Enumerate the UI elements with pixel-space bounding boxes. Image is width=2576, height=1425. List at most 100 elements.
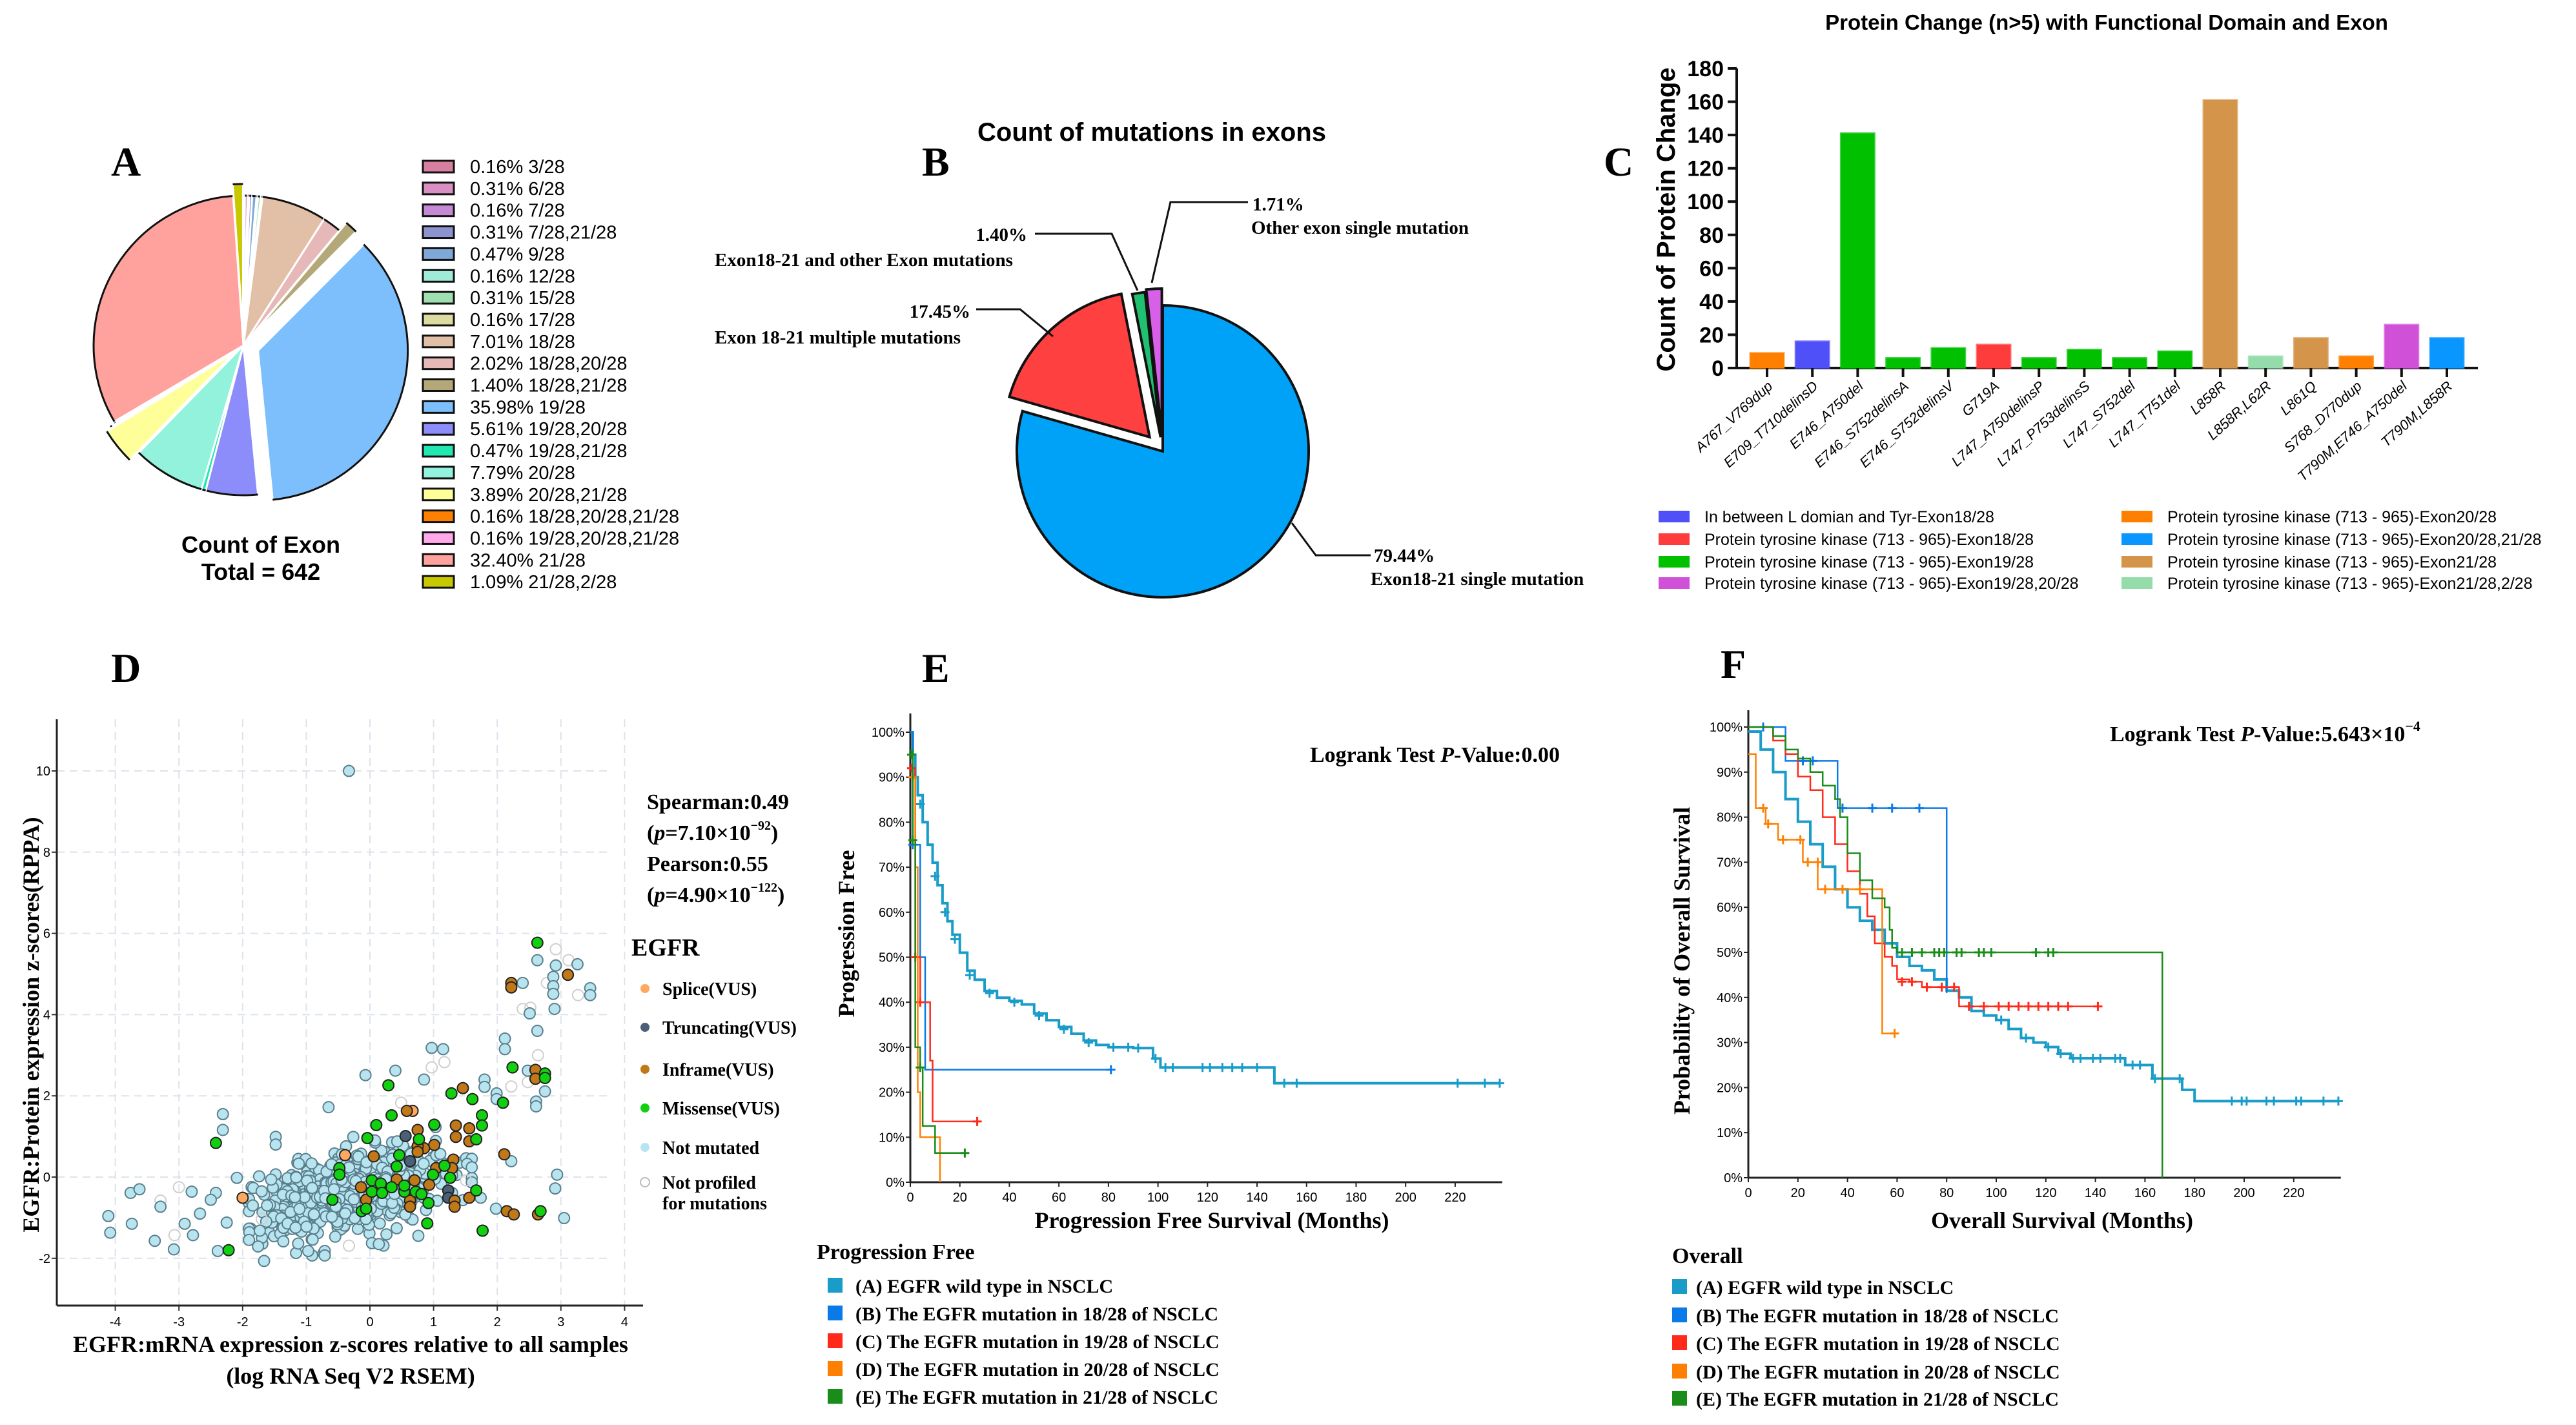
scatter-point-notmut [261,1199,274,1212]
scatter-point-missense [476,1109,489,1122]
scatter-point-notprof [549,943,562,956]
y-tick-label: 160 [1687,90,1724,115]
legend-swatch [422,531,455,545]
censor-mark [2023,1001,2033,1011]
y-tick-label: 10% [879,1131,905,1145]
scatter-point-notmut [265,1173,278,1186]
legend-swatch [422,575,455,589]
scatter-point-inframe [456,1082,469,1094]
scatter-point-notmut [102,1209,115,1222]
scatter-point-notmut [347,1193,360,1206]
slice-percent-label: 79.44% [1374,546,1435,566]
scatter-point-notmut [571,958,584,970]
x-tick-label: 80 [1101,1191,1116,1205]
scatter-point-notprof [394,1096,407,1109]
censor-mark [1821,885,1830,894]
censor-mark [2031,948,2041,957]
censor-mark [1034,1011,1044,1021]
legend-item: In between L domian and Tyr-Exon18/28 [1659,508,1994,526]
pie-slice [249,221,358,339]
scatter-point-notmut [305,1182,318,1194]
legend-swatch [1659,511,1690,522]
legend-item: 1.40% 18/28,21/28 [422,376,627,396]
scatter-point-notprof [505,1080,518,1093]
legend-item: (C) The EGFR mutation in 19/28 of NSCLC [1672,1333,2060,1355]
x-tick-label: 1 [430,1315,437,1329]
legend-label: Not profiled [662,1173,756,1193]
censor-mark [2227,1096,2236,1106]
legend-label: (C) The EGFR mutation in 19/28 of NSCLC [1696,1333,2060,1355]
censor-mark [1218,1063,1227,1072]
censor-mark [1150,1054,1160,1063]
scatter-point-inframe [448,1200,461,1213]
scatter-point-missense [209,1136,222,1149]
legend-label: for mutations [662,1194,767,1214]
legend-label: Protein tyrosine kinase (713 - 965)-Exon… [1704,575,2079,593]
legend-label: (A) EGFR wild type in NSCLC [855,1276,1113,1297]
bar [1794,340,1830,369]
y-tick-label: 60% [1717,901,1743,915]
pie-slice-edge [205,489,258,497]
y-tick-label: 140 [1687,123,1724,148]
legend-swatch [422,159,455,174]
legend-label: Protein tyrosine kinase (713 - 965)-Exon… [2167,553,2497,571]
scatter-point-notprof [438,1056,451,1069]
pie-a-total: Total = 642 [201,559,320,585]
bar [2338,355,2375,369]
pie-slice-wedge [1145,287,1163,435]
scatter-point-inframe [408,1174,421,1187]
legend-item: 7.01% 18/28 [422,332,575,353]
censor-mark [1979,1001,1988,1011]
bar [2384,323,2420,369]
pearson-stat: Pearson:0.55 [647,852,768,876]
km-e-ylabel: Progression Free [833,850,859,1018]
km-curve [910,776,941,1182]
censor-mark [1252,1063,1262,1072]
legend-swatch [422,334,455,349]
legend-swatch [1672,1279,1687,1294]
scatter-point-notmut [216,1108,229,1121]
censor-mark [915,1063,925,1072]
censor-mark [1937,982,1947,992]
slice-percent-label: 17.45% [910,302,970,322]
censor-mark [1964,1001,1974,1011]
scatter-point-notprof [172,1181,185,1194]
legend-swatch [422,203,455,218]
legend-item: 0.16% 19/28,20/28,21/28 [422,528,679,549]
pie-slice [92,194,245,423]
legend-label: 0.31% 6/28 [470,179,565,200]
censor-mark [2150,1074,2160,1083]
y-tick-label: 70% [1717,856,1743,870]
scatter-point-notmut [125,1217,138,1230]
x-tick-label: 20 [1791,1186,1805,1200]
legend-swatch [422,509,455,524]
x-tick-label: 0 [1744,1186,1752,1200]
pie-chart-exon-count [92,183,409,501]
y-tick-label: 10 [36,764,50,779]
bar [2021,357,2057,369]
legend-item: 5.61% 19/28,20/28 [422,419,627,440]
scatter-point-missense [506,1061,519,1074]
censor-mark [1059,1025,1068,1034]
censor-mark [1994,1001,2003,1011]
legend-label: 0.16% 19/28,20/28,21/28 [470,528,679,549]
legend-label: 3.89% 20/28,21/28 [470,485,627,506]
x-tick-label: 220 [2283,1186,2304,1200]
pie-slice-wedge [1130,291,1162,438]
censor-mark [2049,948,2058,957]
legend-item: 35.98% 19/28 [422,397,586,418]
legend-item: 0.16% 17/28 [422,310,575,331]
censor-mark [940,907,950,917]
censor-mark [1084,1038,1094,1047]
x-tick-label: 120 [1197,1191,1218,1205]
scatter-point-notmut [247,1199,260,1212]
km-f-ylabel: Probability of Overall Survival [1669,807,1695,1114]
legend-label: 1.40% 18/28,21/28 [470,376,627,396]
x-tick-label: 160 [2134,1186,2156,1200]
scatter-point-notmut [322,1101,335,1114]
scatter-point-inframe [507,1208,520,1221]
legend-label: 7.01% 18/28 [470,332,575,353]
scatter-point-notmut [548,1003,561,1016]
legend-swatch [422,181,455,196]
censor-mark [1939,948,1949,957]
